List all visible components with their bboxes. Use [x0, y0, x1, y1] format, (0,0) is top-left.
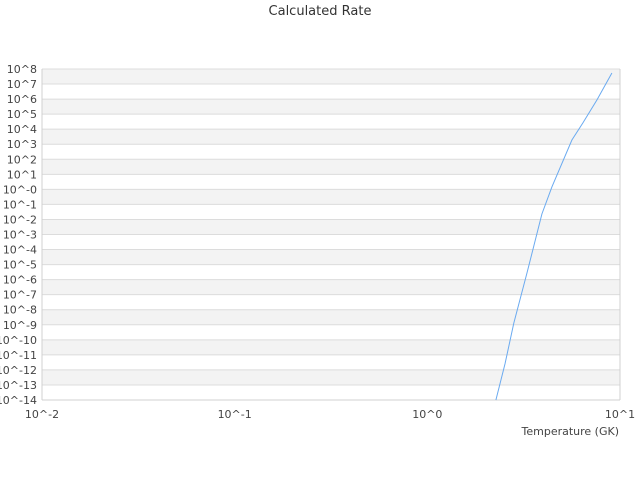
grid-band	[42, 189, 620, 205]
y-tick-label: 10^-3	[3, 229, 37, 242]
y-tick-label: 10^-1	[3, 198, 37, 211]
x-axis-label: Temperature (GK)	[521, 425, 620, 438]
series-line	[495, 72, 613, 401]
y-tick-label: 10^-12	[0, 364, 37, 377]
chart-title: Calculated Rate	[268, 4, 372, 19]
y-tick-label: 10^3	[7, 138, 37, 151]
grid-band	[42, 159, 620, 175]
y-tick-label: 10^-2	[3, 213, 37, 226]
y-tick-label: 10^6	[7, 93, 37, 106]
y-tick-label: 10^2	[7, 153, 37, 166]
y-tick-label: 10^-7	[3, 289, 37, 302]
y-tick-label: 10^-10	[0, 334, 37, 347]
grid-band	[42, 279, 620, 295]
x-tick-label: 10^1	[605, 408, 635, 421]
y-tick-label: 10^7	[7, 78, 37, 91]
grid-band	[42, 219, 620, 235]
grid-band	[42, 249, 620, 265]
grid-band	[42, 69, 620, 85]
y-tick-label: 10^-5	[3, 259, 37, 272]
y-tick-label: 10^-6	[3, 274, 37, 287]
x-tick-label: 10^-1	[218, 408, 252, 421]
grid-band	[42, 99, 620, 115]
y-tick-label: 10^-14	[0, 394, 37, 407]
y-tick-label: 10^-13	[0, 379, 37, 392]
grid-band	[42, 369, 620, 385]
y-tick-label: 10^-8	[3, 304, 37, 317]
y-tick-label: 10^-9	[3, 319, 37, 332]
y-tick-label: 10^-0	[3, 183, 37, 196]
y-tick-label: 10^4	[7, 123, 37, 136]
x-tick-label: 10^0	[412, 408, 442, 421]
y-tick-label: 10^1	[7, 168, 37, 181]
grid-band	[42, 309, 620, 325]
y-tick-label: 10^5	[7, 108, 37, 121]
grid-band	[42, 129, 620, 145]
y-tick-label: 10^8	[7, 63, 37, 76]
y-tick-label: 10^-11	[0, 349, 37, 362]
grid-band	[42, 339, 620, 355]
y-tick-label: 10^-4	[3, 244, 37, 257]
x-tick-label: 10^-2	[25, 408, 59, 421]
